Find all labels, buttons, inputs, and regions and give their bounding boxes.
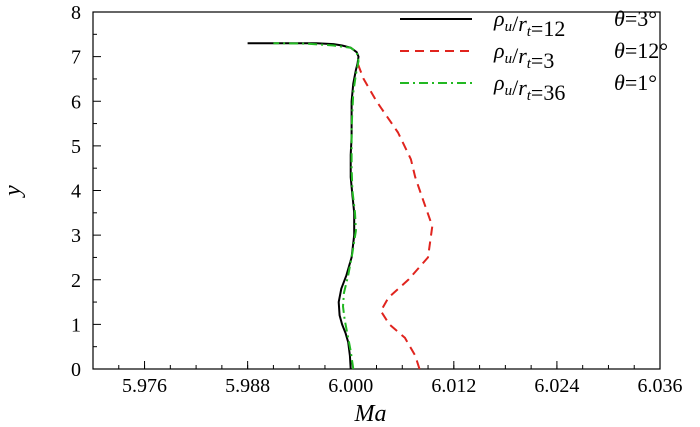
legend-value: =3 (531, 48, 554, 73)
axes: 5.976 5.988 6.000 6.012 6.024 6.036 0 1 2 3 4 5 6 7 8 M… (0, 2, 683, 427)
y-axis-title: y (0, 185, 26, 198)
legend-theta-value: =1° (625, 70, 657, 95)
x-tick-label: 6.024 (534, 375, 579, 397)
legend-t: t (527, 88, 532, 104)
y-tick-label: 2 (71, 270, 81, 292)
legend-r: r (518, 11, 527, 36)
x-tick-label: 6.036 (638, 375, 683, 397)
x-tick-label: 6.012 (431, 375, 476, 397)
y-tick-label: 0 (71, 359, 81, 381)
legend-theta-symbol: θ (614, 38, 625, 63)
x-tick-label: 5.988 (225, 375, 270, 397)
legend-slash: / (512, 75, 519, 100)
y-tick-label: 7 (71, 47, 81, 69)
legend-theta-value: =3° (625, 6, 657, 31)
legend-r: r (518, 43, 527, 68)
legend-rho: ρ (493, 70, 505, 95)
y-tick-label: 8 (71, 2, 81, 24)
series-lines (247, 42, 434, 370)
legend-r: r (518, 75, 527, 100)
y-tick-label: 4 (71, 181, 81, 203)
legend: ρu/rt=12 θ=3°ρu/rt=3 θ=12°ρu/rt=36 θ=1° (400, 6, 668, 105)
legend-rho: ρ (493, 38, 505, 63)
legend-rho: ρ (493, 6, 505, 31)
plot-frame (92, 11, 661, 370)
legend-theta-symbol: θ (614, 70, 625, 95)
legend-theta-3: θ=1° (614, 70, 657, 95)
x-axis-title: Ma (354, 401, 387, 427)
legend-theta-1: θ=3° (614, 6, 657, 31)
legend-label-2: ρu/rt=3 (493, 38, 554, 73)
x-tick-label: 5.976 (122, 375, 167, 397)
legend-label-1: ρu/rt=12 (493, 6, 565, 41)
x-tick-label: 6.000 (328, 375, 373, 397)
series-line-3 (273, 42, 360, 370)
legend-t: t (527, 56, 532, 72)
series-line-2 (356, 62, 434, 370)
legend-theta-symbol: θ (614, 6, 625, 31)
legend-theta-value: =12° (625, 38, 668, 63)
y-tick-label: 5 (71, 136, 81, 158)
legend-slash: / (512, 11, 519, 36)
legend-label-3: ρu/rt=36 (493, 70, 565, 105)
legend-value: =12 (531, 16, 565, 41)
series-line-1 (247, 42, 360, 370)
legend-theta-2: θ=12° (614, 38, 668, 63)
legend-u: u (505, 19, 513, 35)
y-tick-label: 1 (71, 314, 81, 336)
legend-u: u (505, 83, 513, 99)
legend-value: =36 (531, 80, 565, 105)
y-tick-label: 3 (71, 225, 81, 247)
legend-slash: / (512, 43, 519, 68)
legend-t: t (527, 24, 532, 40)
y-tick-label: 6 (71, 91, 81, 113)
legend-u: u (505, 51, 513, 67)
